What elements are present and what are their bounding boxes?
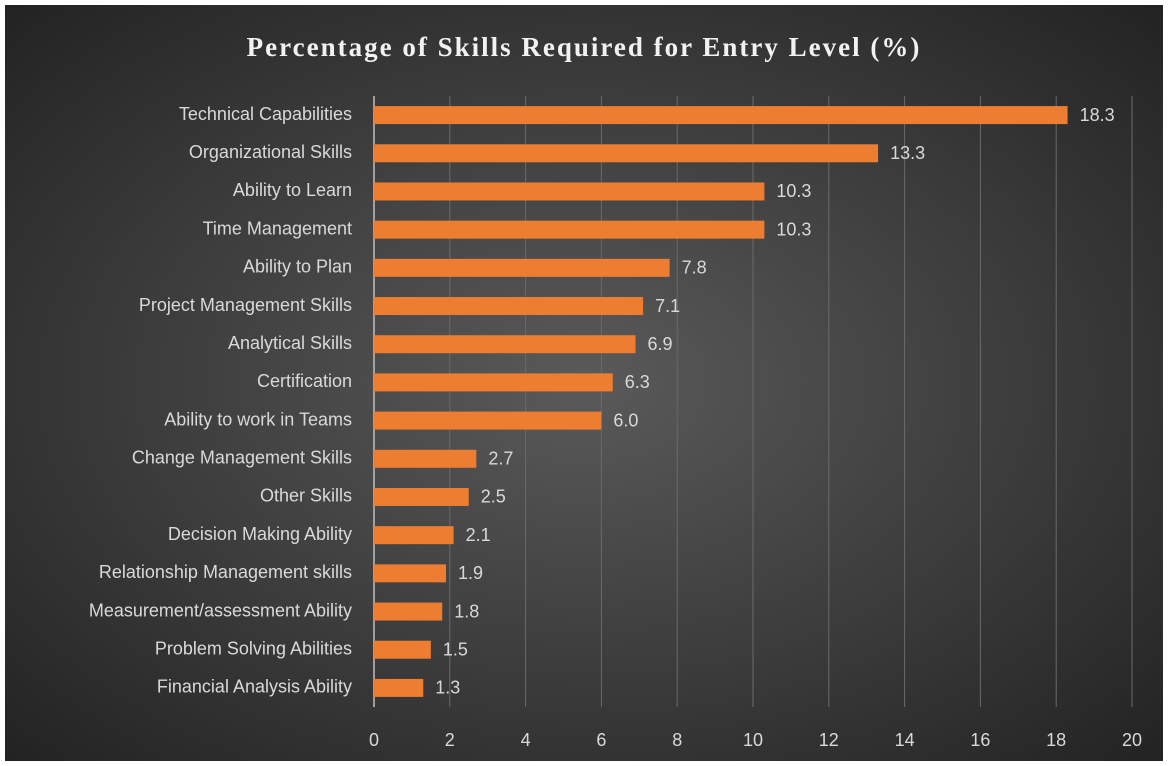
bar: [374, 373, 613, 392]
x-tick-label: 20: [1122, 730, 1142, 750]
y-tick-label: Financial Analysis Ability: [157, 677, 352, 697]
data-label: 2.7: [488, 449, 513, 469]
x-tick-label: 18: [1046, 730, 1066, 750]
bar: [374, 220, 765, 239]
x-tick-label: 4: [521, 730, 531, 750]
bar: [374, 258, 670, 277]
chart-title: Percentage of Skills Required for Entry …: [247, 32, 922, 62]
bar: [374, 297, 644, 316]
x-tick-label: 2: [445, 730, 455, 750]
data-label: 18.3: [1080, 105, 1115, 125]
y-tick-label: Other Skills: [260, 486, 352, 506]
y-tick-label: Technical Capabilities: [179, 104, 352, 124]
bar: [374, 106, 1068, 125]
bar: [374, 526, 454, 545]
bar: [374, 602, 443, 621]
x-tick-label: 0: [369, 730, 379, 750]
y-tick-label: Decision Making Ability: [168, 524, 352, 544]
bar: [374, 335, 636, 354]
x-tick-label: 10: [743, 730, 763, 750]
data-label: 1.9: [458, 563, 483, 583]
data-label: 10.3: [776, 219, 811, 239]
bar: [374, 144, 879, 163]
y-tick-label: Ability to Learn: [233, 180, 352, 200]
y-tick-label: Project Management Skills: [139, 295, 352, 315]
y-tick-label: Relationship Management skills: [99, 562, 352, 582]
data-label: 6.3: [625, 372, 650, 392]
x-tick-label: 6: [596, 730, 606, 750]
y-tick-label: Time Management: [203, 218, 352, 238]
y-tick-label: Certification: [257, 371, 352, 391]
bar: [374, 678, 424, 697]
y-tick-label: Organizational Skills: [189, 142, 352, 162]
y-tick-label: Measurement/assessment Ability: [89, 600, 352, 620]
x-tick-label: 16: [970, 730, 990, 750]
data-label: 2.1: [466, 525, 491, 545]
y-tick-label: Analytical Skills: [228, 333, 352, 353]
y-tick-label: Change Management Skills: [132, 448, 352, 468]
data-label: 6.9: [648, 334, 673, 354]
bar: [374, 487, 469, 506]
data-label: 1.5: [443, 639, 468, 659]
data-label: 7.8: [682, 258, 707, 278]
data-label: 1.3: [435, 678, 460, 698]
x-tick-label: 12: [819, 730, 839, 750]
x-tick-label: 14: [895, 730, 915, 750]
y-tick-label: Ability to work in Teams: [164, 409, 352, 429]
data-label: 2.5: [481, 487, 506, 507]
data-label: 6.0: [613, 410, 638, 430]
bar: [374, 411, 602, 430]
y-tick-label: Ability to Plan: [243, 257, 352, 277]
x-tick-label: 8: [672, 730, 682, 750]
bar: [374, 182, 765, 201]
data-label: 13.3: [890, 143, 925, 163]
bar: [374, 640, 431, 659]
data-label: 1.8: [454, 601, 479, 621]
data-label: 7.1: [655, 296, 680, 316]
y-tick-label: Problem Solving Abilities: [155, 638, 352, 658]
data-label: 10.3: [776, 181, 811, 201]
bar: [374, 564, 447, 583]
bar: [374, 449, 477, 468]
